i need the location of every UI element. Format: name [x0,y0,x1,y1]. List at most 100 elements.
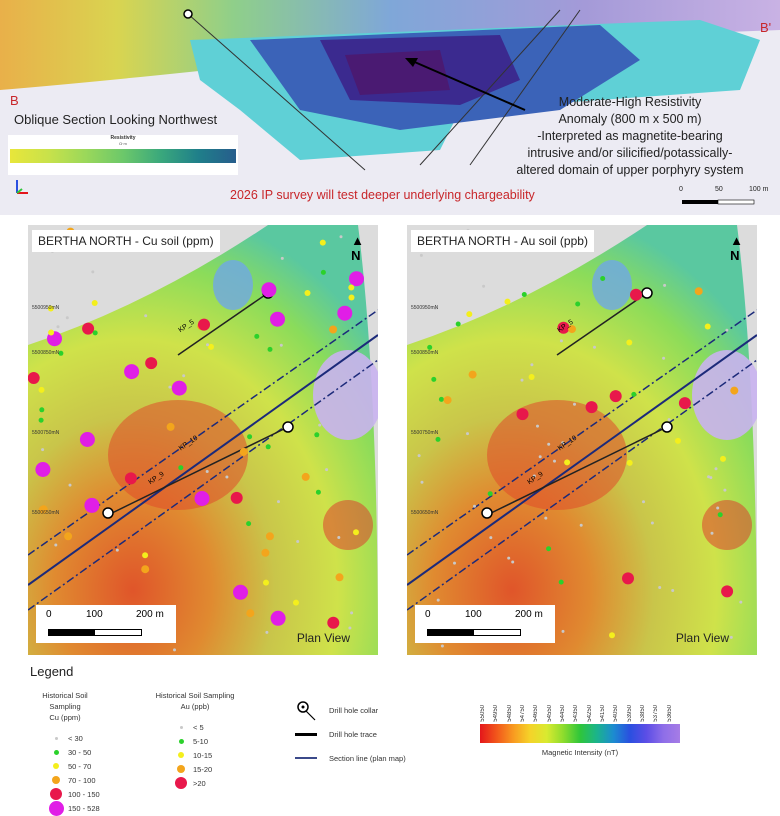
soil-sample-point [329,325,338,334]
soil-sample-point [671,589,675,592]
soil-sample-point [348,626,352,630]
soil-sample-point [482,284,486,288]
soil-sample-point [35,462,51,477]
magnetic-color-bar [480,723,680,743]
sample-dot-icon [48,788,64,800]
soil-sample-point [142,552,149,559]
soil-sample-point [337,536,341,539]
soil-sample-point [247,434,253,440]
sample-dot-icon [173,738,189,744]
legend-label: Drill hole trace [329,729,377,739]
magnetic-tick-label: 54150 [600,705,607,722]
magnetic-low [592,260,632,310]
soil-sample-point [704,323,711,330]
soil-sample-point [609,390,622,403]
soil-sample-point [206,343,209,347]
soil-sample-point [417,454,421,458]
north-label: N [730,248,740,263]
soil-sample-point [626,339,633,346]
soil-sample-point [455,321,461,327]
soil-sample-point [124,472,137,485]
soil-sample-point [730,386,739,395]
oblique-section-panel: B B' Oblique Section Looking Northwest R… [0,0,780,215]
resistivity-section-view [0,0,780,205]
soil-sample-point [38,417,44,423]
soil-sample-point [622,572,634,585]
soil-sample-point [315,489,321,495]
scale-bar-black [682,200,718,204]
soil-sample-point [265,630,269,634]
soil-sample-point [538,455,542,459]
soil-sample-point [319,239,326,246]
drill-collar-icon [481,507,493,519]
magnetic-contour-map [407,225,757,655]
legend-label: Drill hole collar [329,705,379,715]
soil-sample-point [41,448,45,452]
legend-label: 30 - 50 [68,747,92,757]
soil-sample-point [528,374,535,380]
section-corridor [407,359,757,611]
map-scale-bar: 0 100 200 m [415,605,555,643]
map-scale-bar: 0 100 200 m [36,605,176,643]
section-line [28,334,378,586]
soil-sample-point [54,543,58,547]
soil-sample-point [561,629,565,633]
soil-sample-point [466,432,469,436]
scale-label: 100 m [749,186,769,193]
annotation-line: altered domain of upper porphyry system [516,163,744,177]
soil-sample-point [561,441,565,445]
soil-sample-point [420,480,424,484]
soil-sample-point [658,586,662,589]
soil-sample-point [431,376,437,382]
section-line [407,334,757,586]
au-legend-heading: Historical Soil Sampling Au (ppb) [155,690,235,712]
legend-item: >20 [173,776,235,790]
legend-item: 30 - 50 [48,745,100,759]
sample-dot-icon [48,736,64,740]
magnetic-high [702,500,752,550]
soil-sample-point [575,301,581,307]
soil-sample-point [487,491,493,497]
drill-collar-icon [183,9,193,19]
annotation-line: -Interpreted as magnetite-bearing [537,129,723,143]
sample-dot-icon [48,749,64,755]
soil-sample-point [84,497,100,513]
soil-samples [28,227,364,652]
soil-sample-point [277,500,280,504]
magnetic-tick-label: 53650 [666,705,673,722]
resistivity-peak [345,50,450,95]
legend-label: < 5 [193,722,204,732]
heading-line: Cu (ppm) [49,713,81,722]
soil-sample-point [521,292,527,297]
drill-trace [177,292,269,356]
soil-sample-point [205,470,209,473]
soil-sample-point [678,397,691,410]
soil-sample-point [141,565,150,574]
heading-line: Historical Soil Sampling [155,691,235,700]
soil-sample-point [270,610,286,626]
soil-sample-point [168,385,172,389]
magnetic-tick-label: 54250 [586,705,593,722]
soil-sample-point [82,322,95,335]
drill-trace [486,426,668,516]
legend-label: 100 - 150 [68,789,100,799]
soil-sample-point [230,491,243,504]
magnetic-tick-label: 53950 [626,705,633,722]
soil-sample-point [544,516,548,520]
soil-sample-point [68,483,72,487]
soil-sample-point [723,488,727,492]
cu-legend: Historical Soil Sampling Cu (ppm) < 30 30… [30,690,100,816]
scale-label: 0 [425,609,431,620]
annotation-line: intrusive and/or silicified/potassically… [527,146,733,160]
soil-sample-point [325,468,329,472]
drill-trace [107,426,289,516]
north-arrow-icon: ▲ N [351,233,364,263]
soil-sample-point [585,401,598,414]
soil-sample-point [435,436,441,442]
soil-sample-point [208,343,214,350]
northing-label: 5500950mN [411,305,439,311]
soil-sample-point [626,459,633,466]
anomaly-annotation: Moderate-High Resistivity Anomaly (800 m… [505,94,755,179]
magnetic-legend-title: Magnetic Intensity (nT) [541,747,619,757]
soil-sample-point [725,328,729,332]
